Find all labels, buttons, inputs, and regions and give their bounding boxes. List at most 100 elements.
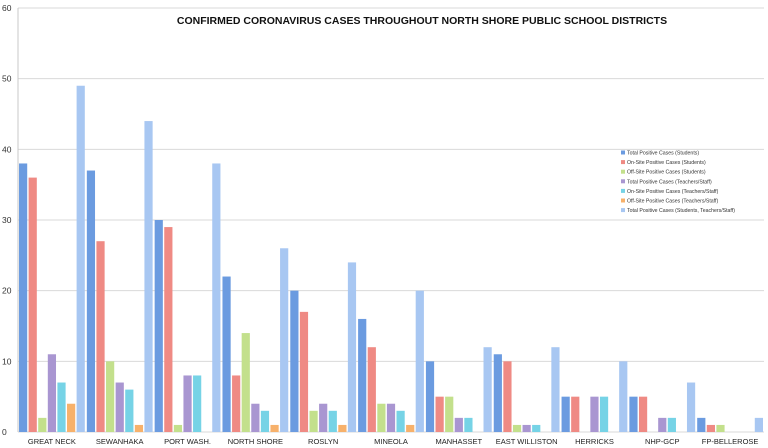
- bar: [251, 403, 260, 432]
- y-tick-label: 0: [2, 427, 7, 437]
- y-tick-label: 30: [2, 215, 12, 225]
- bar: [619, 361, 628, 432]
- x-category-label: FP-BELLEROSE: [702, 437, 759, 446]
- bar: [706, 424, 715, 432]
- gridlines: [17, 7, 764, 433]
- bar: [232, 375, 241, 432]
- bar: [86, 170, 96, 433]
- y-tick-label: 60: [2, 3, 12, 13]
- bar: [358, 318, 367, 432]
- legend-swatch: [621, 160, 625, 165]
- bar: [270, 424, 279, 432]
- legend-swatch: [621, 198, 625, 203]
- bar: [532, 424, 541, 432]
- legend-label: On-Site Positive Cases (Teachers/Staff): [627, 189, 719, 195]
- bars: [19, 85, 763, 433]
- x-category-label: NHP-GCP: [645, 437, 680, 446]
- bar: [260, 410, 270, 432]
- legend-label: Total Positive Cases (Teachers/Staff): [627, 179, 712, 185]
- bar: [222, 276, 231, 432]
- y-tick-label: 10: [2, 356, 12, 366]
- bar: [377, 403, 386, 432]
- bar: [47, 354, 57, 432]
- bar: [435, 396, 444, 432]
- legend-label: Total Positive Cases (Students): [627, 151, 699, 157]
- bar: [290, 290, 299, 432]
- bar: [338, 424, 347, 432]
- bar: [503, 361, 512, 432]
- bar: [697, 417, 706, 432]
- bar: [454, 417, 463, 432]
- bar: [67, 403, 76, 432]
- bar: [193, 375, 202, 432]
- bar: [590, 396, 599, 432]
- bar: [319, 403, 328, 432]
- bar: [173, 424, 183, 432]
- bar: [386, 403, 396, 432]
- bar: [241, 333, 250, 432]
- bar: [280, 248, 289, 432]
- bar: [57, 382, 66, 432]
- y-tick-label: 50: [2, 74, 12, 84]
- legend-label: On-Site Positive Cases (Students): [627, 160, 706, 166]
- bar: [629, 396, 638, 432]
- bar: [667, 417, 676, 432]
- bar: [134, 424, 144, 432]
- bar: [115, 382, 124, 432]
- bar: [212, 163, 221, 432]
- x-category-label: SEWANHAKA: [96, 437, 144, 446]
- x-category-label: NORTH SHORE: [228, 437, 283, 446]
- bar: [561, 396, 570, 432]
- x-category-label: MANHASSET: [435, 437, 482, 446]
- bar: [164, 227, 173, 432]
- bar: [686, 382, 696, 432]
- bar: [309, 410, 318, 432]
- bar: [571, 396, 580, 432]
- bar: [754, 417, 763, 432]
- bar: [299, 311, 309, 432]
- legend-swatch: [621, 169, 625, 174]
- x-axis-categories: GREAT NECK SEWANHAKA PORT WASH. NORTH SHORE…: [28, 437, 759, 446]
- bar: [522, 424, 531, 432]
- bar: [396, 410, 405, 432]
- bar: [125, 389, 134, 432]
- bar: [154, 220, 163, 432]
- bar: [599, 396, 609, 432]
- bar: [19, 163, 28, 432]
- bar: [445, 396, 454, 432]
- bar: [493, 354, 502, 432]
- bar: [38, 417, 47, 432]
- legend-swatch: [621, 208, 625, 213]
- legend-swatch: [621, 150, 625, 155]
- bar: [28, 177, 37, 432]
- bar: [106, 361, 115, 432]
- chart-title: CONFIRMED CORONAVIRUS CASES THROUGHOUT N…: [177, 15, 667, 27]
- bar: [425, 361, 435, 432]
- bar: [638, 396, 648, 432]
- bar: [415, 290, 424, 432]
- y-tick-label: 40: [2, 144, 12, 154]
- bar: [96, 241, 105, 432]
- legend-swatch: [621, 188, 625, 193]
- x-category-label: HERRICKS: [575, 437, 614, 446]
- bar: [512, 424, 522, 432]
- bar: [76, 85, 85, 432]
- legend-label: Off-Site Positive Cases (Students): [627, 170, 706, 176]
- legend-label: Total Positive Cases (Students, Teachers…: [627, 208, 735, 214]
- bar: [406, 424, 415, 432]
- bar: [464, 417, 473, 432]
- x-category-label: PORT WASH.: [164, 437, 211, 446]
- bar: [144, 121, 153, 433]
- x-category-label: GREAT NECK: [28, 437, 76, 446]
- bar: [367, 347, 376, 432]
- y-axis-ticks: 0 10 20 30 40 50 60: [2, 3, 12, 437]
- x-category-label: ROSLYN: [308, 437, 338, 446]
- legend-swatch: [621, 179, 625, 184]
- bar: [347, 262, 357, 432]
- bar: [551, 347, 560, 432]
- bar: [716, 424, 725, 432]
- bar: [658, 417, 667, 432]
- bar: [328, 410, 337, 432]
- x-category-label: MINEOLA: [374, 437, 408, 446]
